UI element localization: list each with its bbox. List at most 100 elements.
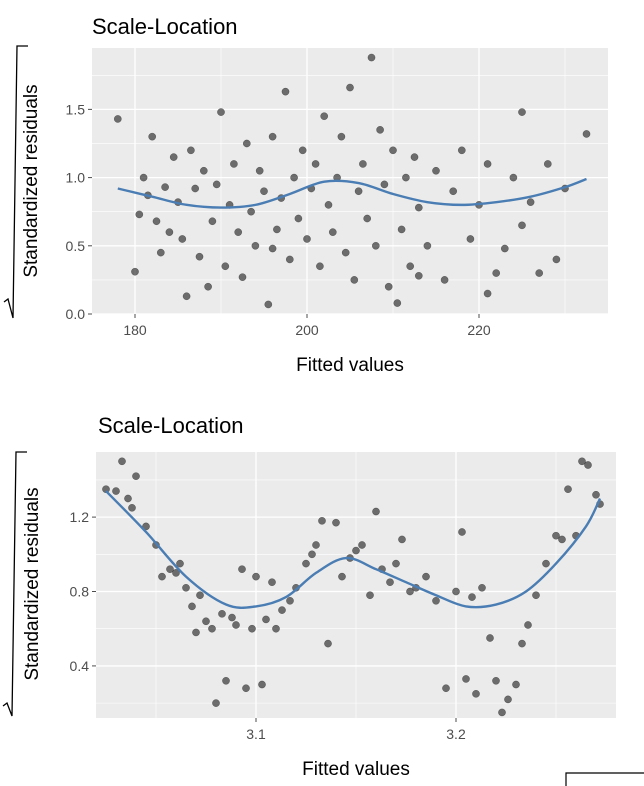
corner-line bbox=[565, 772, 644, 786]
chart-2-data-point bbox=[458, 528, 466, 536]
chart-2-data-point bbox=[132, 472, 140, 481]
chart-2-data-point bbox=[142, 522, 150, 531]
chart-2-data-point bbox=[524, 621, 532, 629]
chart-2-data-point bbox=[176, 559, 184, 568]
chart-2-data-point bbox=[392, 559, 400, 568]
chart-2-data-point bbox=[366, 591, 374, 600]
chart-2-data-point bbox=[188, 602, 196, 611]
chart-2-data-point bbox=[228, 613, 236, 622]
chart-2-data-point bbox=[102, 485, 110, 494]
chart-2-data-point bbox=[518, 639, 526, 648]
chart-1-data-point bbox=[187, 146, 195, 155]
chart-1-data-point bbox=[212, 180, 221, 189]
chart-1-data-point bbox=[131, 267, 139, 276]
chart-1-data-point bbox=[397, 225, 406, 234]
chart-1-data-point bbox=[251, 241, 260, 250]
chart-1-data-point bbox=[341, 248, 350, 257]
chart-2-data-point bbox=[542, 559, 550, 568]
chart-1-data-point bbox=[346, 83, 354, 92]
chart-2-data-point bbox=[442, 684, 450, 693]
chart-2-data-point bbox=[584, 461, 592, 469]
chart-1-data-point bbox=[582, 130, 591, 138]
chart-2-data-point bbox=[192, 628, 200, 637]
chart-1-y-tick-label: 0.5 bbox=[66, 238, 86, 254]
chart-2-data-point bbox=[286, 596, 294, 605]
chart-1-data-point bbox=[423, 241, 432, 250]
chart-1-data-point bbox=[440, 276, 449, 284]
chart-1-data-point bbox=[367, 53, 376, 62]
chart-1-data-point bbox=[178, 235, 187, 243]
chart-1-data-point bbox=[221, 262, 230, 271]
chart-1-data-point bbox=[320, 112, 329, 121]
chart-1-data-point bbox=[337, 132, 346, 141]
chart-2-data-point bbox=[492, 676, 500, 685]
chart-1-data-point bbox=[273, 225, 281, 234]
chart-1-data-point bbox=[260, 187, 268, 196]
chart-2-data-point bbox=[386, 578, 394, 587]
chart-1-data-point bbox=[165, 228, 174, 237]
chart-1: Scale-Location 180 200 220 0.0 0.5 1.0 1.5 Fit… bbox=[3, 14, 608, 376]
chart-2-data-point bbox=[218, 609, 226, 618]
chart-2-points bbox=[102, 457, 604, 717]
chart-2-data-point bbox=[252, 572, 260, 581]
chart-2-data-point bbox=[212, 699, 220, 707]
chart-2-data-point bbox=[422, 572, 430, 581]
chart-2-data-point bbox=[498, 708, 506, 717]
chart-2-data-point bbox=[302, 559, 310, 568]
chart-1-data-point bbox=[191, 184, 200, 193]
chart-1-data-point bbox=[247, 207, 255, 216]
chart-1-data-point bbox=[376, 125, 384, 134]
chart-2-data-point bbox=[332, 518, 340, 527]
chart-2-data-point bbox=[532, 591, 540, 600]
chart-2-data-point bbox=[324, 639, 332, 648]
chart-2-data-point bbox=[406, 587, 414, 596]
chart-1-data-point bbox=[316, 262, 324, 271]
chart-2-data-point bbox=[272, 624, 280, 633]
chart-1-data-point bbox=[298, 146, 307, 155]
chart-2-data-point bbox=[172, 569, 180, 577]
chart-2-data-point bbox=[312, 541, 320, 549]
chart-2-data-point bbox=[468, 593, 476, 601]
chart-1-data-point bbox=[328, 228, 337, 237]
chart-1-data-point bbox=[410, 153, 419, 161]
chart-1-data-point bbox=[204, 282, 212, 291]
chart-2-data-point bbox=[118, 457, 126, 466]
chart-2-data-point bbox=[268, 578, 276, 587]
chart-2-data-point bbox=[552, 531, 560, 540]
chart-1-data-point bbox=[371, 241, 380, 250]
chart-1-y-tick-label: 0.0 bbox=[66, 306, 86, 322]
chart-1-data-point bbox=[509, 173, 518, 182]
chart-2-data-point bbox=[358, 541, 366, 549]
chart-2-data-point bbox=[242, 684, 250, 693]
chart-2-data-point bbox=[308, 550, 316, 559]
chart-2-data-point bbox=[318, 516, 326, 525]
chart-1-data-point bbox=[500, 244, 509, 253]
chart-1-data-point bbox=[208, 217, 217, 226]
chart-1-data-point bbox=[432, 166, 440, 175]
chart-2-data-point bbox=[398, 535, 406, 544]
chart-1-data-point bbox=[535, 269, 544, 277]
chart-1-data-point bbox=[483, 289, 492, 298]
chart-2-data-point bbox=[486, 634, 494, 642]
chart-1-title: Scale-Location bbox=[92, 14, 238, 39]
chart-1-grid bbox=[92, 48, 608, 315]
chart-2-data-point bbox=[182, 583, 190, 592]
chart-2-data-point bbox=[462, 675, 470, 683]
chart-1-data-point bbox=[290, 173, 298, 182]
chart-2-y-axis-title: Standardized residuals bbox=[22, 487, 43, 680]
chart-1-data-point bbox=[294, 214, 303, 223]
chart-2-data-point bbox=[338, 572, 346, 581]
chart-2-data-point bbox=[232, 621, 240, 629]
chart-2-data-point bbox=[248, 624, 256, 633]
chart-1-sqrt-symbol bbox=[3, 45, 28, 319]
chart-1-y-tick-label: 1.5 bbox=[66, 101, 86, 117]
chart-1-data-point bbox=[113, 115, 122, 123]
chart-2-y-tick-label: 0.8 bbox=[70, 584, 90, 600]
chart-2-data-point bbox=[258, 680, 266, 689]
chart-2-data-point bbox=[202, 617, 210, 626]
chart-1-data-point bbox=[526, 198, 535, 206]
chart-2-smooth-line bbox=[105, 490, 602, 609]
chart-1-y-axis-title: Standardized residuals bbox=[21, 84, 42, 277]
chart-1-data-point bbox=[384, 282, 393, 291]
